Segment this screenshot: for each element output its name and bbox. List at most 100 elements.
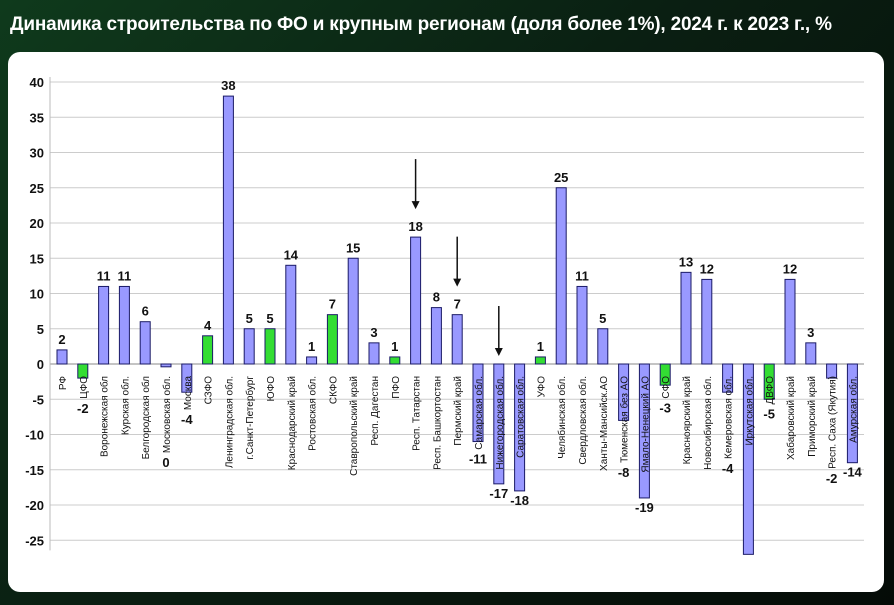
bar — [77, 363, 89, 379]
data-label: 3 — [370, 325, 377, 340]
category-label: ДВФО — [765, 376, 776, 405]
bar — [534, 356, 546, 365]
bar — [368, 342, 380, 365]
category-label: Респ. Татарстан — [412, 376, 423, 451]
data-label: 18 — [408, 219, 422, 234]
category-label: Челябинская обл. — [556, 376, 568, 459]
bar — [472, 363, 484, 443]
category-label: Москва — [183, 376, 194, 411]
category-label: Нижегородская обл. — [494, 376, 506, 470]
bar — [389, 356, 401, 365]
category-label: ПФО — [391, 376, 402, 399]
category-label: Ханты-Мансийск.АО — [599, 376, 610, 471]
data-label: 2 — [58, 332, 65, 347]
bar — [680, 271, 692, 365]
bar — [160, 363, 172, 368]
bar — [56, 349, 68, 365]
y-tick-label: 40 — [30, 75, 44, 90]
category-label: Белгородская обл — [140, 376, 152, 460]
y-tick-label: 5 — [37, 322, 44, 337]
data-label: -2 — [826, 471, 838, 486]
category-label: Хабаровский край — [785, 376, 797, 460]
bar — [763, 363, 775, 400]
bar — [493, 363, 505, 485]
category-label: РФ — [58, 376, 69, 391]
y-tick-label: 0 — [37, 357, 44, 372]
arrow-down-icon — [411, 201, 420, 210]
data-label: 4 — [204, 318, 212, 333]
category-label: ЦФО — [79, 376, 90, 399]
bar — [139, 321, 151, 365]
data-label: 7 — [329, 297, 336, 312]
data-label: -4 — [722, 461, 734, 476]
bar — [618, 363, 630, 421]
category-label: Курская обл. — [119, 376, 131, 435]
bar — [430, 307, 442, 365]
data-label: -14 — [843, 465, 863, 480]
bar — [722, 363, 734, 393]
data-label: -17 — [489, 486, 508, 501]
category-label: Московская обл. — [161, 376, 173, 453]
category-label: Респ. Башкортостан — [432, 376, 443, 470]
y-tick-label: 30 — [30, 146, 44, 161]
bar — [576, 285, 588, 365]
data-label: 7 — [454, 297, 461, 312]
category-label: г.Санкт-Петербург — [244, 376, 256, 460]
category-label: Ямало-Ненецкий АО — [640, 376, 651, 473]
data-label: 25 — [554, 170, 568, 185]
data-label: -3 — [659, 401, 671, 416]
bar — [784, 278, 796, 365]
bar — [202, 335, 214, 365]
y-tick-label: -15 — [25, 463, 44, 478]
data-label: 5 — [266, 311, 273, 326]
bar — [410, 236, 422, 365]
category-label: Кемеровская обл. — [723, 376, 735, 459]
chart-title: Динамика строительства по ФО и крупным р… — [10, 14, 832, 35]
y-tick-label: -5 — [32, 392, 44, 407]
category-label: Краснодарский край — [287, 376, 298, 470]
data-label: -8 — [618, 465, 630, 480]
data-label: -2 — [77, 401, 89, 416]
bar — [285, 264, 297, 365]
data-label: 15 — [346, 240, 360, 255]
y-tick-label: 20 — [30, 216, 44, 231]
data-label: -4 — [181, 412, 193, 427]
data-label: 12 — [700, 261, 714, 276]
category-label: Респ. Саха (Якутия) — [828, 376, 839, 469]
data-label: 5 — [599, 311, 606, 326]
data-label: 8 — [433, 290, 440, 305]
data-label: 0 — [162, 455, 169, 470]
data-label: 3 — [807, 325, 814, 340]
bar — [805, 342, 817, 365]
y-tick-label: 15 — [30, 251, 44, 266]
category-label: Новосибирская обл. — [702, 376, 714, 470]
y-tick-label: -20 — [25, 498, 44, 513]
bar — [597, 328, 609, 365]
y-tick-label: -10 — [25, 428, 44, 443]
arrow-down-icon — [453, 278, 462, 287]
bar — [638, 363, 650, 499]
category-label: Саратовская обл. — [515, 376, 527, 458]
data-label: 1 — [391, 339, 398, 354]
bar — [846, 363, 858, 464]
bar — [181, 363, 193, 393]
bar — [555, 187, 567, 365]
category-label: СФО — [661, 376, 672, 399]
y-tick-label: 10 — [30, 287, 44, 302]
y-tick-label: 25 — [30, 181, 44, 196]
bar — [264, 328, 276, 365]
data-label: 1 — [308, 339, 315, 354]
category-label: Пермский край — [453, 376, 464, 446]
data-label: 38 — [221, 78, 235, 93]
bar — [742, 363, 754, 555]
category-label: Респ. Дагестан — [370, 376, 381, 446]
bar — [326, 314, 338, 365]
data-label: 1 — [537, 339, 544, 354]
category-label: Иркутская обл. — [743, 376, 755, 446]
category-label: Приморский край — [807, 376, 818, 457]
data-label: -18 — [510, 493, 529, 508]
data-label: -19 — [635, 500, 654, 515]
data-label: 14 — [284, 247, 299, 262]
data-label: 11 — [97, 268, 111, 283]
